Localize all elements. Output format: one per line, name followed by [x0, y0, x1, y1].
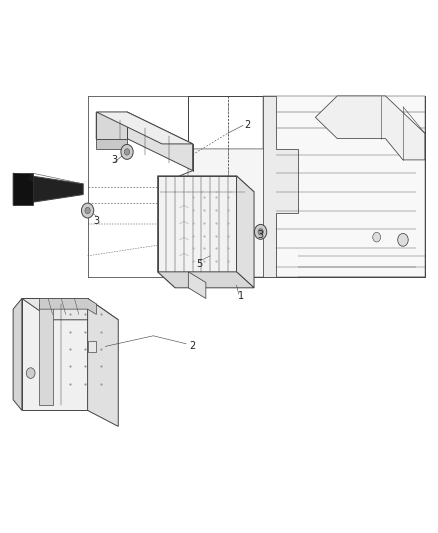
- Polygon shape: [88, 298, 118, 426]
- Polygon shape: [158, 272, 254, 288]
- Polygon shape: [96, 139, 127, 149]
- Polygon shape: [188, 149, 276, 277]
- Circle shape: [254, 224, 267, 239]
- Circle shape: [26, 368, 35, 378]
- Polygon shape: [39, 304, 53, 405]
- Circle shape: [81, 203, 94, 218]
- Polygon shape: [158, 176, 175, 288]
- Polygon shape: [22, 298, 105, 410]
- Polygon shape: [22, 298, 118, 320]
- Polygon shape: [39, 298, 96, 314]
- Polygon shape: [315, 96, 425, 160]
- Circle shape: [373, 232, 381, 242]
- Polygon shape: [13, 173, 83, 205]
- Polygon shape: [158, 176, 254, 192]
- Polygon shape: [13, 298, 22, 410]
- Polygon shape: [263, 96, 298, 277]
- Polygon shape: [96, 112, 193, 144]
- Polygon shape: [96, 112, 127, 139]
- Text: 3: 3: [111, 155, 117, 165]
- Polygon shape: [88, 341, 96, 352]
- Polygon shape: [263, 96, 425, 277]
- Text: 2: 2: [244, 120, 251, 130]
- Circle shape: [85, 207, 90, 214]
- Text: 1: 1: [238, 291, 244, 301]
- Polygon shape: [188, 272, 206, 298]
- Circle shape: [258, 229, 263, 235]
- Circle shape: [398, 233, 408, 246]
- Text: 5: 5: [196, 259, 202, 269]
- Text: 3: 3: [258, 230, 264, 239]
- Circle shape: [124, 149, 130, 155]
- Polygon shape: [237, 176, 254, 288]
- Polygon shape: [127, 112, 193, 171]
- Polygon shape: [13, 173, 33, 205]
- Circle shape: [121, 144, 133, 159]
- Text: 4: 4: [28, 174, 34, 183]
- Text: 3: 3: [93, 216, 99, 226]
- Text: 2: 2: [190, 342, 196, 351]
- Polygon shape: [158, 176, 237, 272]
